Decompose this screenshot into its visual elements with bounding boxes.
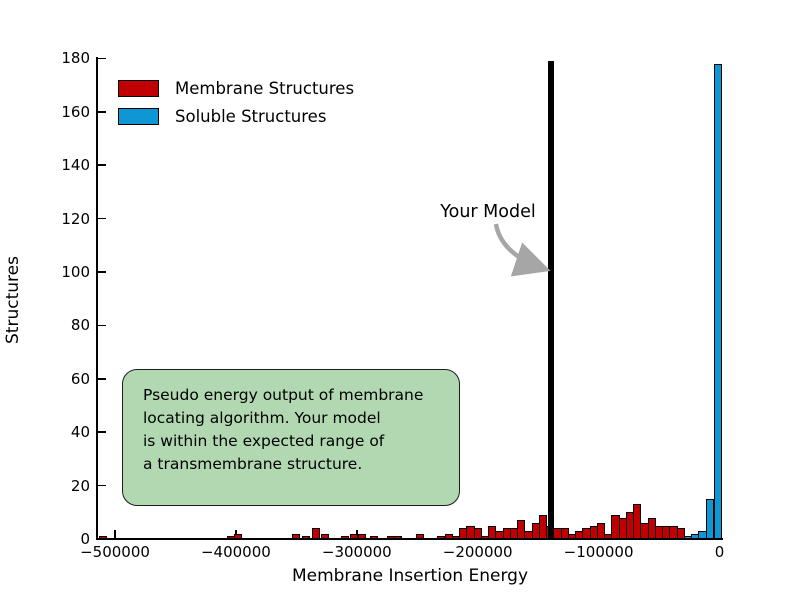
x-axis-spine xyxy=(96,538,723,540)
your-model-line xyxy=(548,61,555,539)
y-tick-mark xyxy=(98,484,106,487)
legend-item-soluble: Soluble Structures xyxy=(118,102,354,130)
y-tick-mark xyxy=(98,324,106,327)
x-tick-label: −500000 xyxy=(80,543,150,561)
x-tick-label: −400000 xyxy=(200,543,271,561)
histogram-bar xyxy=(98,536,107,539)
histogram-bar xyxy=(311,528,320,539)
x-tick-label: −300000 xyxy=(321,543,392,561)
y-tick-mark xyxy=(98,271,106,273)
x-tick-label: −100000 xyxy=(563,543,634,561)
y-tick-mark xyxy=(98,378,106,380)
x-tick-label: 0 xyxy=(714,543,725,561)
legend-item-membrane: Membrane Structures xyxy=(118,74,354,102)
y-tick-label: 0 xyxy=(80,530,90,548)
x-tick-label: −200000 xyxy=(442,543,513,561)
membrane-color-swatch xyxy=(118,79,159,97)
histogram-bar xyxy=(473,528,482,539)
legend-label-membrane: Membrane Structures xyxy=(175,78,355,98)
y-tick-label: 140 xyxy=(61,156,90,175)
y-axis-title: Structures xyxy=(3,256,23,344)
y-tick-mark xyxy=(98,431,106,433)
x-tick-mark xyxy=(114,530,116,538)
y-tick-label: 80 xyxy=(70,316,90,335)
histogram-bar xyxy=(633,504,642,539)
histogram-bar xyxy=(234,533,243,539)
y-tick-label: 100 xyxy=(61,262,90,281)
y-tick-label: 60 xyxy=(70,369,90,388)
histogram-bar xyxy=(705,498,714,539)
x-axis-title: Membrane Insertion Energy xyxy=(291,566,529,586)
histogram-bar xyxy=(357,533,366,539)
histogram-bar xyxy=(340,536,349,539)
legend: Membrane Structures Soluble Structures xyxy=(118,74,354,130)
legend-label-soluble: Soluble Structures xyxy=(175,106,327,126)
histogram-bar xyxy=(301,536,311,539)
y-tick-mark xyxy=(98,111,106,113)
y-tick-label: 180 xyxy=(61,49,90,68)
histogram-bar xyxy=(369,536,378,539)
annotation-text: Pseudo energy output of membrane locatin… xyxy=(143,386,424,473)
histogram-bar xyxy=(560,528,569,539)
y-axis-spine xyxy=(96,57,98,540)
histogram-bar xyxy=(393,536,402,539)
histogram-bar xyxy=(415,533,424,539)
histogram-bar xyxy=(676,528,685,539)
y-tick-mark xyxy=(98,538,106,540)
histogram-bar xyxy=(713,63,722,539)
your-model-label: Your Model xyxy=(440,202,536,222)
y-tick-label: 120 xyxy=(61,209,90,228)
y-tick-mark xyxy=(98,57,106,60)
histogram-bar xyxy=(596,522,606,539)
y-tick-mark xyxy=(98,217,106,220)
histogram-bar xyxy=(444,533,453,539)
histogram-bar xyxy=(321,533,330,539)
soluble-color-swatch xyxy=(118,107,159,125)
histogram-bar xyxy=(292,533,301,539)
histogram-bar xyxy=(517,520,526,539)
y-tick-label: 40 xyxy=(70,423,90,442)
y-tick-label: 160 xyxy=(61,102,90,121)
y-tick-label: 20 xyxy=(70,476,90,495)
annotation-box: Pseudo energy output of membrane locatin… xyxy=(122,369,460,506)
y-tick-mark xyxy=(98,164,106,166)
curved-arrow-icon xyxy=(493,223,551,277)
